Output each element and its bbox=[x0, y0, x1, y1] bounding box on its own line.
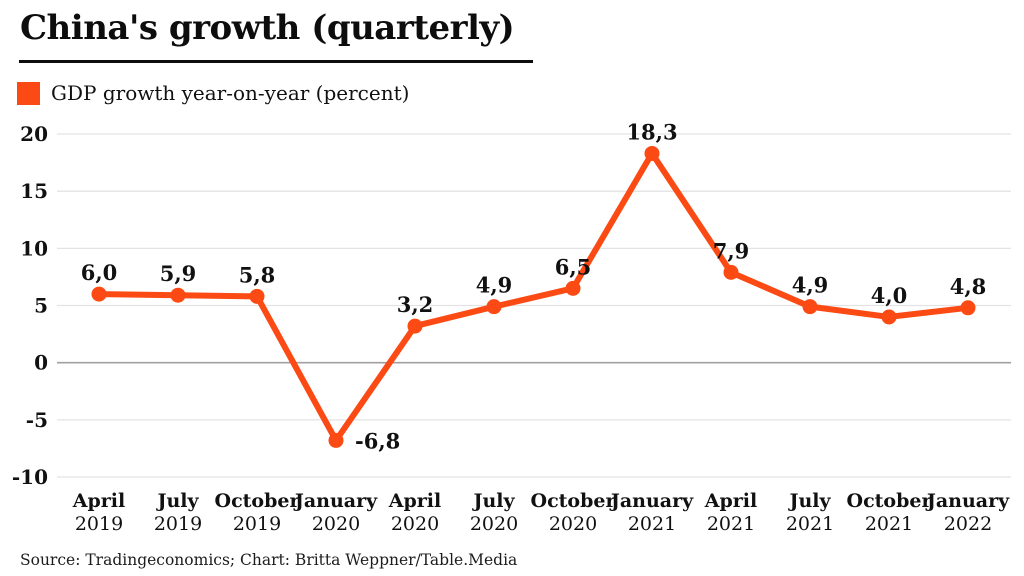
x-tick-month: October bbox=[847, 490, 933, 512]
data-point-marker bbox=[486, 299, 502, 315]
x-tick-month: October bbox=[215, 490, 301, 512]
data-point-label: 4,9 bbox=[792, 273, 829, 298]
x-tick-year: 2020 bbox=[312, 513, 360, 535]
data-point-marker bbox=[170, 287, 186, 303]
x-tick-month: January bbox=[609, 490, 694, 512]
data-point-marker bbox=[960, 300, 976, 316]
x-tick-year: 2019 bbox=[75, 513, 123, 535]
data-point-label: 4,8 bbox=[950, 274, 987, 299]
series-line bbox=[96, 150, 971, 444]
x-tick-year: 2021 bbox=[865, 513, 913, 535]
data-point-marker bbox=[407, 318, 423, 334]
data-point-label: 5,8 bbox=[239, 262, 276, 287]
x-tick-year: 2021 bbox=[786, 513, 834, 535]
title-underline bbox=[19, 60, 533, 63]
data-point-label: -6,8 bbox=[355, 428, 400, 453]
x-tick-month: July bbox=[471, 490, 515, 512]
data-point-label: 18,3 bbox=[626, 119, 677, 144]
x-tick-year: 2019 bbox=[233, 513, 281, 535]
data-point-marker bbox=[565, 280, 581, 296]
x-tick-year: 2020 bbox=[391, 513, 439, 535]
x-tick-month: April bbox=[72, 490, 125, 512]
y-tick-label: -5 bbox=[26, 408, 48, 432]
x-tick-month: July bbox=[787, 490, 831, 512]
page-title: China's growth (quarterly) bbox=[20, 8, 515, 48]
x-tick-month: January bbox=[293, 490, 378, 512]
x-tick-year: 2022 bbox=[944, 513, 992, 535]
data-point-marker bbox=[91, 286, 107, 302]
x-tick-year: 2019 bbox=[154, 513, 202, 535]
data-point-label: 6,0 bbox=[81, 260, 118, 285]
x-tick-month: January bbox=[925, 490, 1010, 512]
data-point-label: 5,9 bbox=[160, 261, 197, 286]
data-point-label: 7,9 bbox=[713, 238, 750, 263]
legend-swatch-icon bbox=[17, 81, 40, 105]
y-tick-label: -10 bbox=[12, 465, 48, 489]
x-tick-month: April bbox=[704, 490, 757, 512]
data-point-label: 3,2 bbox=[397, 292, 434, 317]
legend: GDP growth year-on-year (percent) bbox=[17, 81, 409, 105]
data-point-label: 6,5 bbox=[555, 254, 592, 279]
data-point-marker bbox=[723, 264, 739, 280]
data-point-label: 4,9 bbox=[476, 273, 513, 298]
data-point-marker bbox=[328, 432, 344, 448]
x-tick-year: 2020 bbox=[470, 513, 518, 535]
data-point-marker bbox=[249, 288, 265, 304]
y-tick-label: 5 bbox=[34, 294, 48, 318]
data-point-marker bbox=[802, 299, 818, 315]
legend-label: GDP growth year-on-year (percent) bbox=[51, 81, 410, 105]
data-point-marker bbox=[644, 145, 660, 161]
data-point-label: 4,0 bbox=[871, 283, 908, 308]
data-point-marker bbox=[881, 309, 897, 325]
x-tick-year: 2021 bbox=[707, 513, 755, 535]
y-tick-label: 0 bbox=[34, 351, 48, 375]
y-tick-label: 10 bbox=[20, 236, 48, 260]
x-tick-year: 2020 bbox=[549, 513, 597, 535]
y-tick-label: 15 bbox=[20, 179, 48, 203]
x-tick-year: 2021 bbox=[628, 513, 676, 535]
x-tick-month: July bbox=[155, 490, 199, 512]
source-credit: Source: Tradingeconomics; Chart: Britta … bbox=[20, 551, 518, 569]
x-tick-month: April bbox=[388, 490, 441, 512]
y-tick-label: 20 bbox=[20, 122, 48, 146]
x-tick-month: October bbox=[531, 490, 617, 512]
